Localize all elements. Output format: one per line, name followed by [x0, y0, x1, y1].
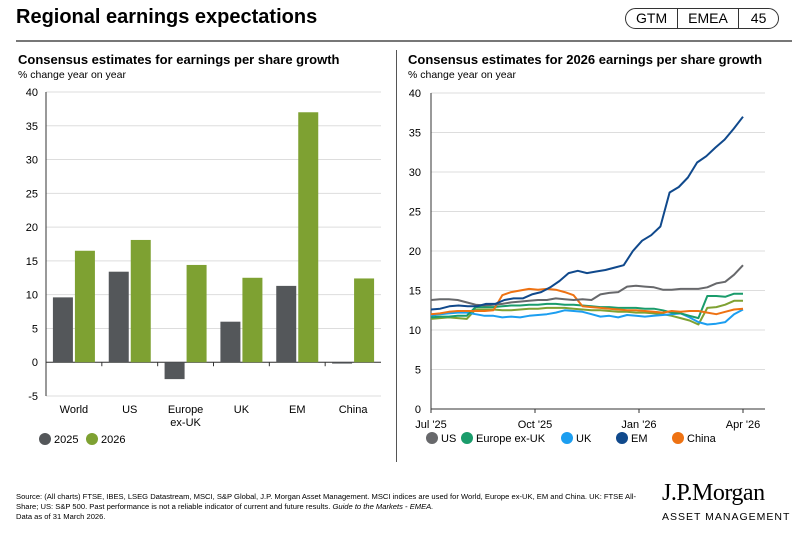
- y-tick-label: 35: [26, 121, 38, 133]
- x-tick-label: Oct '25: [518, 419, 553, 431]
- y-tick-label: 40: [26, 87, 38, 99]
- bar-2026: [242, 277, 263, 363]
- x-tick-label: Jan '26: [621, 419, 656, 431]
- asof-text: Data as of 31 March 2026.: [16, 512, 106, 521]
- y-tick-label: 5: [415, 365, 421, 377]
- y-tick-label: 10: [409, 325, 421, 337]
- legend-label: Europe ex-UK: [476, 433, 546, 445]
- badge-gtm: GTM: [626, 9, 679, 28]
- y-tick-label: 40: [409, 88, 421, 100]
- legend-marker: [426, 432, 438, 444]
- legend-label: 2025: [54, 434, 78, 446]
- x-tick-label: EM: [289, 404, 306, 416]
- bar-2025: [164, 362, 185, 380]
- y-tick-label: 0: [32, 357, 38, 369]
- y-tick-label: 15: [409, 286, 421, 298]
- line-china: [430, 287, 744, 316]
- line--unlabeled-: [430, 299, 743, 326]
- page-title: Regional earnings expectations: [16, 6, 318, 28]
- guide-text: Guide to the Markets - EMEA.: [332, 502, 434, 511]
- bar-2026: [298, 112, 319, 363]
- y-tick-label: 30: [26, 155, 38, 167]
- legend-marker: [561, 432, 573, 444]
- bar-2025: [276, 285, 297, 363]
- bar-2026: [130, 239, 151, 363]
- legend-label: 2026: [101, 434, 125, 446]
- line-us: [430, 264, 744, 307]
- legend-marker: [616, 432, 628, 444]
- legend-marker: [461, 432, 473, 444]
- bar-2025: [332, 362, 353, 364]
- bar-2025: [220, 321, 241, 363]
- x-tick-label: Jul '25: [415, 419, 446, 431]
- x-tick-label: ex-UK: [170, 417, 201, 429]
- bar-chart-title: Consensus estimates for earnings per sha…: [18, 52, 340, 67]
- legend-marker: [672, 432, 684, 444]
- bar-chart-subtitle: % change year on year: [18, 69, 126, 81]
- y-tick-label: 0: [415, 404, 421, 416]
- y-tick-label: 10: [26, 290, 38, 302]
- line-chart-subtitle: % change year on year: [408, 69, 516, 81]
- badge-page-number: 45: [750, 10, 767, 26]
- y-tick-label: 20: [409, 246, 421, 258]
- y-tick-label: -5: [28, 391, 38, 403]
- page-badge: GTM EMEA 45: [625, 8, 780, 29]
- x-tick-label: Europe: [168, 404, 203, 416]
- x-tick-label: Apr '26: [726, 419, 761, 431]
- jpmorgan-logo: J.P.Morgan: [662, 480, 765, 506]
- legend-marker-2025: [39, 433, 51, 445]
- legend-label: EM: [631, 433, 648, 445]
- y-tick-label: 35: [409, 128, 421, 140]
- y-tick-label: 25: [409, 207, 421, 219]
- y-tick-label: 25: [26, 188, 38, 200]
- legend-label: US: [441, 433, 456, 445]
- bar-2025: [108, 271, 129, 363]
- legend-label: China: [687, 433, 717, 445]
- x-tick-label: US: [122, 404, 137, 416]
- header-divider: [16, 40, 792, 42]
- bar-2025: [52, 297, 73, 363]
- source-footnote: Source: (All charts) FTSE, IBES, LSEG Da…: [16, 492, 636, 522]
- bar-2026: [186, 264, 207, 363]
- panel-divider: [396, 50, 397, 462]
- badge-region: EMEA: [678, 9, 739, 28]
- y-tick-label: 15: [26, 256, 38, 268]
- x-tick-label: World: [60, 404, 89, 416]
- x-tick-label: China: [339, 404, 369, 416]
- line-em: [430, 116, 744, 311]
- y-tick-label: 5: [32, 323, 38, 335]
- source-text: Source: (All charts) FTSE, IBES, LSEG Da…: [16, 492, 636, 511]
- y-tick-label: 30: [409, 167, 421, 179]
- line-chart-title: Consensus estimates for 2026 earnings pe…: [408, 52, 763, 67]
- legend-marker-2026: [86, 433, 98, 445]
- line-uk: [430, 308, 744, 326]
- x-tick-label: UK: [234, 404, 250, 416]
- legend-label: UK: [576, 433, 592, 445]
- y-tick-label: 20: [26, 222, 38, 234]
- bar-2026: [74, 250, 95, 363]
- logo-subtitle: ASSET MANAGEMENT: [662, 511, 791, 523]
- bar-2026: [354, 278, 375, 363]
